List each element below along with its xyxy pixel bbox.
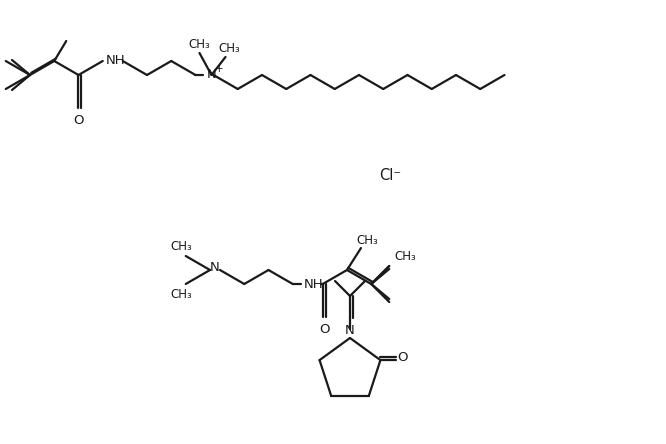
Text: CH₃: CH₃ [394, 250, 416, 262]
Text: CH₃: CH₃ [170, 288, 192, 301]
Text: CH₃: CH₃ [218, 43, 240, 56]
Text: O: O [319, 322, 330, 336]
Text: CH₃: CH₃ [170, 239, 192, 253]
Text: N: N [210, 261, 220, 274]
Text: O: O [73, 114, 84, 127]
Text: NH: NH [106, 55, 126, 67]
Text: N: N [206, 68, 216, 82]
Text: CH₃: CH₃ [188, 39, 210, 52]
Text: +: + [215, 64, 224, 74]
Text: O: O [397, 351, 408, 364]
Text: N: N [345, 324, 355, 337]
Text: NH: NH [304, 278, 324, 290]
Text: CH₃: CH₃ [356, 234, 378, 246]
Text: Cl⁻: Cl⁻ [379, 167, 401, 182]
